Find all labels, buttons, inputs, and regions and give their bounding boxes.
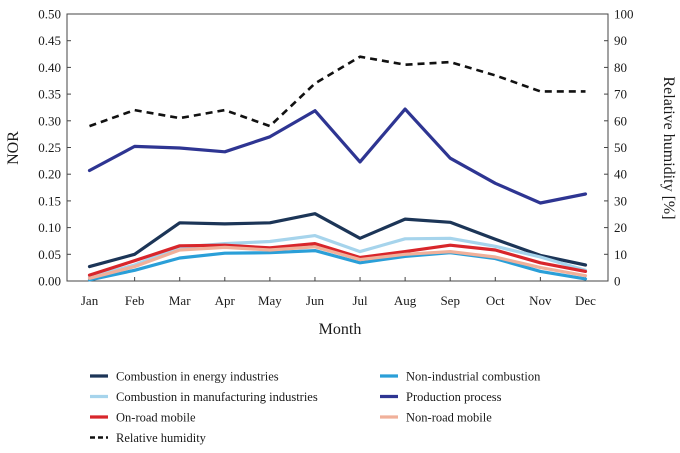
series-line-non-road-mobile [87,245,588,280]
y-tick-label: 0.15 [38,193,61,208]
legend: Combustion in energy industries Non-indus… [90,370,541,445]
x-tick-label: May [258,293,282,308]
series-line-relative-humidity [89,55,586,128]
y-tick-label: 0.50 [38,7,61,22]
x-axis-title: Month [319,321,362,338]
y2-tick-label: 100 [614,7,634,22]
y-tick-label: 0.10 [38,220,61,235]
x-tick-label: Jul [352,293,368,308]
y2-tick-label: 20 [614,220,627,235]
y2-tick-label: 50 [614,140,627,155]
legend-label: Non-industrial combustion [406,370,541,384]
y2-tick-label: 80 [614,60,627,75]
y2-tick-label: 90 [614,33,627,48]
legend-label: Combustion in manufacturing industries [116,390,318,404]
y2-tick-label: 0 [614,274,621,289]
series-line-combustion-in-energy-industries [87,212,588,269]
y-tick-label: 0.35 [38,87,61,102]
x-tick-label: Nov [529,293,552,308]
y-tick-label: 0.25 [38,140,61,155]
x-tick-label: Mar [169,293,191,308]
y-tick-label: 0.05 [38,247,61,262]
y-tick-label: 0.20 [38,167,61,182]
x-tick-label: Dec [575,293,596,308]
legend-label: Relative humidity [116,431,207,445]
x-tick-label: Jan [81,293,99,308]
y-tick-label: 0.30 [38,113,61,128]
series-line-production-process [87,107,588,205]
series-line-non-industrial-combustion [87,249,588,282]
y-tick-label: 0.45 [38,33,61,48]
series-lines [87,55,588,282]
x-tick-label: Aug [394,293,417,308]
x-tick-label: Sep [440,293,460,308]
y2-tick-label: 70 [614,87,627,102]
y2-axis-title: Relative humidity [%] [660,76,677,219]
y2-tick-label: 10 [614,247,627,262]
series-line-combustion-in-manufacturing-industries [87,234,588,279]
axes: 0.00 0.05 0.10 0.15 0.20 0.25 0.30 0.35 0.40 0.45… [38,7,633,309]
x-tick-label: Feb [125,293,145,308]
legend-label: On-road mobile [116,411,196,425]
y-tick-label: 0.40 [38,60,61,75]
x-tick-label: Apr [215,293,236,308]
y2-tick-label: 30 [614,193,627,208]
series-line-on-road-mobile [87,242,588,277]
x-tick-label: Oct [486,293,505,308]
legend-label: Production process [406,390,502,404]
legend-label: Combustion in energy industries [116,370,279,384]
y2-tick-label: 60 [614,113,627,128]
y2-tick-label: 40 [614,167,627,182]
y-axis-title: NOR [5,131,22,165]
x-tick-label: Jun [306,293,325,308]
legend-label: Non-road mobile [406,411,492,425]
y-tick-label: 0.00 [38,274,61,289]
